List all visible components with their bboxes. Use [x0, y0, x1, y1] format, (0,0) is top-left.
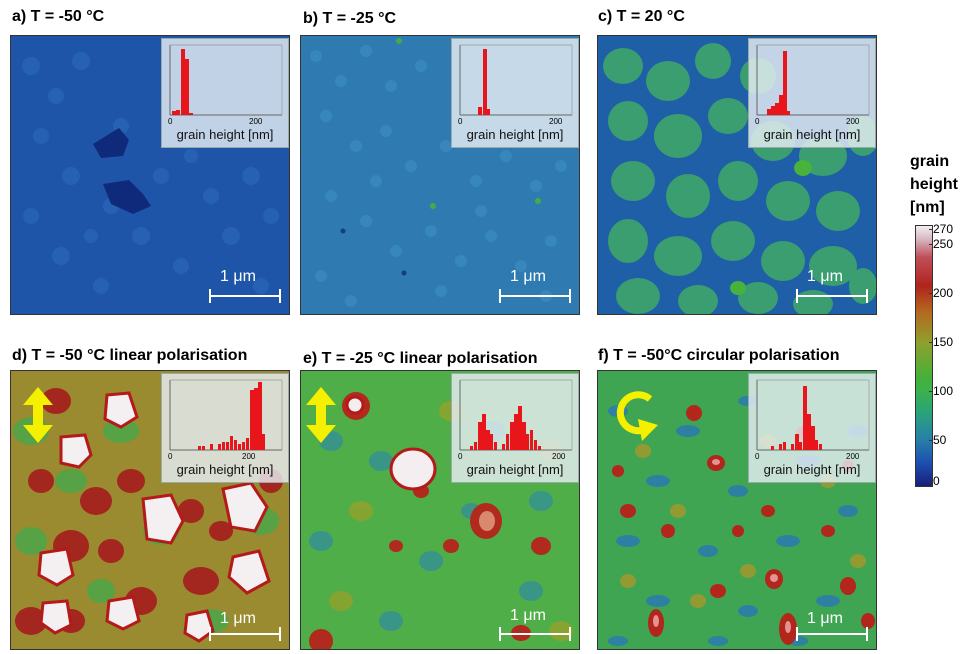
panel-c-scale-bar — [796, 289, 868, 303]
panel-b-histogram-inset: 0 200 grain height [nm] — [451, 38, 579, 148]
colorbar-tick: 0 — [929, 474, 940, 488]
panel-a-title: a) T = -50 °C — [12, 8, 105, 25]
panel-c-tick-min: 0 — [755, 117, 760, 126]
panel-a-tick-max: 200 — [249, 117, 263, 126]
panel-c-afm-image: 0 200 grain height [nm] 1 μm — [597, 35, 877, 315]
panel-f-histogram-xlabel: grain height [nm] — [763, 462, 861, 477]
panel-c-histogram-xlabel: grain height [nm] — [763, 127, 861, 142]
panel-a-afm-image: 0 200 grain height [nm] 1 μm — [10, 35, 290, 315]
panel-b-scale-bar — [499, 289, 571, 303]
colorbar-tick: 200 — [928, 286, 954, 300]
panel-a-scale-label: 1 μm — [220, 268, 256, 285]
panel-b-scale-label: 1 μm — [510, 268, 546, 285]
panel-b-afm-image: 0 200 grain height [nm] 1 μm — [300, 35, 580, 315]
panel-b-histogram-xlabel: grain height [nm] — [466, 127, 564, 142]
panel-d-afm-image: 0 200 grain height [nm] 1 μm — [10, 370, 290, 650]
panel-d-title: d) T = -50 °C linear polarisation — [12, 347, 248, 364]
panel-a-histogram-xlabel: grain height [nm] — [176, 127, 274, 142]
panel-d-histogram-xlabel: grain height [nm] — [176, 462, 274, 477]
panel-e-histogram-inset: 0 200 grain height [nm] — [451, 373, 579, 483]
panel-e-tick-max: 200 — [552, 452, 566, 461]
colorbar-tick: 100 — [928, 384, 954, 398]
panel-e-title: e) T = -25 °C linear polarisation — [303, 350, 538, 367]
colorbar-tick: 150 — [928, 335, 954, 349]
panel-e-histogram — [459, 379, 573, 451]
panel-b-tick-min: 0 — [458, 117, 463, 126]
panel-e-afm-image: 0 200 grain height [nm] 1 μm — [300, 370, 580, 650]
panel-f-scale-bar — [796, 627, 868, 641]
panel-c-histogram-inset: 0 200 grain height [nm] — [748, 38, 876, 148]
panel-b-tick-max: 200 — [549, 117, 563, 126]
colorbar-title-line: grain — [910, 153, 950, 170]
panel-d-scale-bar — [209, 627, 281, 641]
double-arrow-icon — [306, 387, 336, 443]
panel-f-tick-max: 200 — [846, 452, 860, 461]
panel-a-tick-min: 0 — [168, 117, 173, 126]
colorbar-tick: 270 — [928, 222, 954, 236]
panel-f-scale-label: 1 μm — [807, 610, 843, 627]
panel-f-histogram-inset: 0 200 grain height [nm] — [748, 373, 876, 483]
panel-a-scale-bar — [209, 289, 281, 303]
panel-c-tick-max: 200 — [846, 117, 860, 126]
colorbar-tick: 50 — [928, 433, 947, 447]
panel-a-histogram — [169, 44, 283, 116]
panel-f-tick-min: 0 — [755, 452, 760, 461]
colorbar-title: grain height [nm] — [910, 150, 958, 219]
panel-a-histogram-inset: 0 200 grain height [nm] — [161, 38, 289, 148]
panel-f-afm-image: 0 200 grain height [nm] 1 μm — [597, 370, 877, 650]
panel-d-tick-max: 200 — [242, 452, 256, 461]
panel-d-histogram — [169, 379, 283, 451]
panel-e-scale-bar — [499, 627, 571, 641]
panel-e-tick-min: 0 — [458, 452, 463, 461]
panel-c-scale-label: 1 μm — [807, 268, 843, 285]
panel-d-scale-label: 1 μm — [220, 610, 256, 627]
panel-f-histogram — [756, 379, 870, 451]
panel-d-histogram-inset: 0 200 grain height [nm] — [161, 373, 289, 483]
circular-arrow-icon — [616, 391, 658, 441]
panel-b-histogram — [459, 44, 573, 116]
panel-f-title: f) T = -50°C circular polarisation — [598, 347, 840, 364]
panel-c-histogram — [756, 44, 870, 116]
panel-e-histogram-xlabel: grain height [nm] — [466, 462, 564, 477]
panel-c-title: c) T = 20 °C — [598, 8, 685, 25]
panel-d-tick-min: 0 — [168, 452, 173, 461]
colorbar-title-line: height — [910, 176, 958, 193]
panel-e-scale-label: 1 μm — [510, 607, 546, 624]
colorbar-title-line: [nm] — [910, 199, 945, 216]
colorbar — [915, 225, 933, 487]
panel-b-title: b) T = -25 °C — [303, 10, 397, 27]
double-arrow-icon — [23, 387, 53, 443]
colorbar-tick: 250 — [928, 237, 954, 251]
